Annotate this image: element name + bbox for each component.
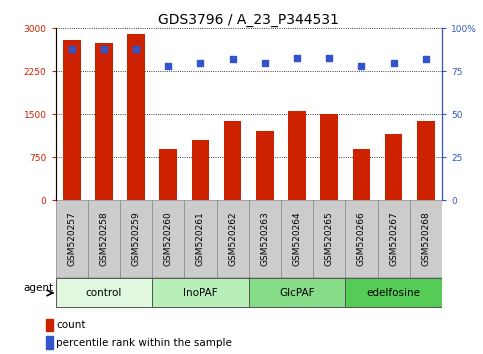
FancyBboxPatch shape — [313, 200, 345, 278]
Bar — [353, 149, 370, 200]
Bar — [385, 134, 402, 200]
Point — [261, 60, 269, 65]
Point — [357, 63, 365, 69]
Point — [197, 60, 204, 65]
Text: control: control — [85, 288, 122, 298]
FancyBboxPatch shape — [56, 279, 152, 307]
FancyBboxPatch shape — [345, 200, 378, 278]
Point — [100, 46, 108, 52]
FancyBboxPatch shape — [249, 200, 281, 278]
FancyBboxPatch shape — [88, 200, 120, 278]
FancyBboxPatch shape — [185, 200, 216, 278]
Bar — [417, 121, 435, 200]
FancyBboxPatch shape — [56, 200, 88, 278]
Point — [132, 46, 140, 52]
Text: edelfosine: edelfosine — [367, 288, 421, 298]
Bar — [224, 121, 242, 200]
Text: GSM520266: GSM520266 — [357, 212, 366, 266]
FancyBboxPatch shape — [120, 200, 152, 278]
FancyBboxPatch shape — [410, 200, 442, 278]
Point — [422, 56, 430, 62]
Bar — [63, 40, 81, 200]
Point — [390, 60, 398, 65]
Text: GSM520260: GSM520260 — [164, 212, 173, 266]
Text: GSM520267: GSM520267 — [389, 212, 398, 266]
Bar — [46, 319, 53, 331]
Bar — [256, 131, 274, 200]
Bar — [192, 140, 209, 200]
Text: InoPAF: InoPAF — [183, 288, 218, 298]
FancyBboxPatch shape — [249, 279, 345, 307]
Text: GSM520258: GSM520258 — [99, 212, 108, 266]
Title: GDS3796 / A_23_P344531: GDS3796 / A_23_P344531 — [158, 13, 339, 27]
Text: GSM520257: GSM520257 — [67, 212, 76, 266]
Point — [326, 55, 333, 60]
FancyBboxPatch shape — [378, 200, 410, 278]
FancyBboxPatch shape — [152, 200, 185, 278]
FancyBboxPatch shape — [345, 279, 442, 307]
Bar — [95, 42, 113, 200]
Text: count: count — [56, 320, 85, 330]
Text: GSM520265: GSM520265 — [325, 212, 334, 266]
Text: agent: agent — [23, 282, 53, 293]
Bar — [288, 111, 306, 200]
Bar — [320, 114, 338, 200]
Text: GSM520268: GSM520268 — [421, 212, 430, 266]
Point — [68, 46, 75, 52]
FancyBboxPatch shape — [281, 200, 313, 278]
Point — [229, 56, 237, 62]
Text: percentile rank within the sample: percentile rank within the sample — [56, 338, 232, 348]
Point — [164, 63, 172, 69]
Text: GlcPAF: GlcPAF — [279, 288, 315, 298]
Bar — [159, 149, 177, 200]
Text: GSM520259: GSM520259 — [131, 212, 141, 266]
Text: GSM520263: GSM520263 — [260, 212, 270, 266]
Text: GSM520262: GSM520262 — [228, 212, 237, 266]
Text: GSM520264: GSM520264 — [293, 212, 301, 266]
Point — [293, 55, 301, 60]
Bar — [127, 34, 145, 200]
Text: GSM520261: GSM520261 — [196, 212, 205, 266]
FancyBboxPatch shape — [152, 279, 249, 307]
FancyBboxPatch shape — [216, 200, 249, 278]
Bar — [46, 336, 53, 349]
